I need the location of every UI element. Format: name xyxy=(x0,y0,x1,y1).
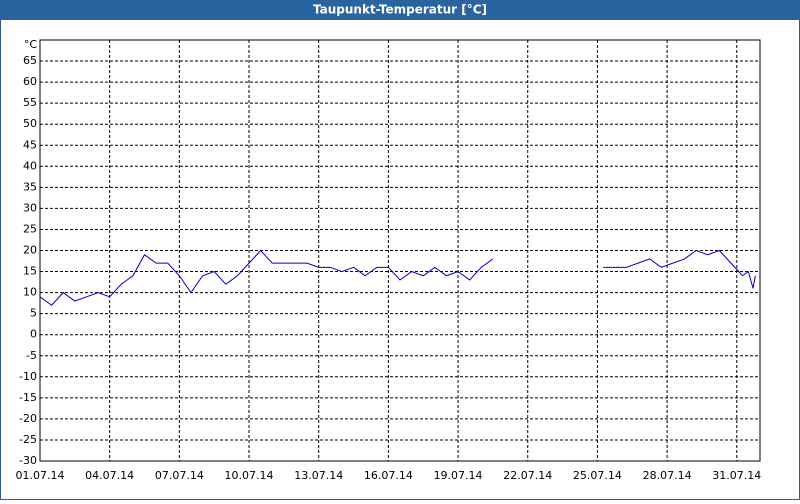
x-tick-label: 16.07.14 xyxy=(364,469,413,482)
y-tick-label: -15 xyxy=(19,391,37,404)
x-tick-label: 31.07.14 xyxy=(712,469,761,482)
y-tick-label: -5 xyxy=(26,349,37,362)
data-line xyxy=(39,249,756,306)
x-tick-label: 10.07.14 xyxy=(225,469,274,482)
x-tick-label: 25.07.14 xyxy=(573,469,622,482)
x-tick-label: 04.07.14 xyxy=(85,469,134,482)
y-tick-label: 65 xyxy=(23,54,37,67)
y-tick-label: 40 xyxy=(23,159,37,172)
x-tick-label: 19.07.14 xyxy=(434,469,483,482)
y-tick-label: 20 xyxy=(23,244,37,257)
x-tick-label: 07.07.14 xyxy=(155,469,204,482)
x-tick-label: 28.07.14 xyxy=(643,469,692,482)
y-tick-label: -20 xyxy=(19,412,37,425)
y-tick-label: -25 xyxy=(19,433,37,446)
x-tick-label: 22.07.14 xyxy=(503,469,552,482)
y-tick-label: -30 xyxy=(19,454,37,467)
y-tick-label: 45 xyxy=(23,138,37,151)
x-tick-label: 01.07.14 xyxy=(16,469,65,482)
chart-title: Taupunkt-Temperatur [°C] xyxy=(313,3,487,17)
y-tick-label: 0 xyxy=(30,328,37,341)
y-tick-label: -10 xyxy=(19,370,37,383)
y-tick-label: 10 xyxy=(23,286,37,299)
y-tick-label: 60 xyxy=(23,75,37,88)
y-tick-label: 25 xyxy=(23,222,37,235)
y-tick-label: 5 xyxy=(30,307,37,320)
x-tick-label: 13.07.14 xyxy=(294,469,343,482)
y-tick-label: 50 xyxy=(23,117,37,130)
y-tick-label: 15 xyxy=(23,265,37,278)
y-tick-label: 55 xyxy=(23,96,37,109)
y-unit: °C xyxy=(24,38,38,51)
y-tick-label: 30 xyxy=(23,201,37,214)
y-tick-label: 35 xyxy=(23,180,37,193)
title-bar xyxy=(0,0,800,20)
